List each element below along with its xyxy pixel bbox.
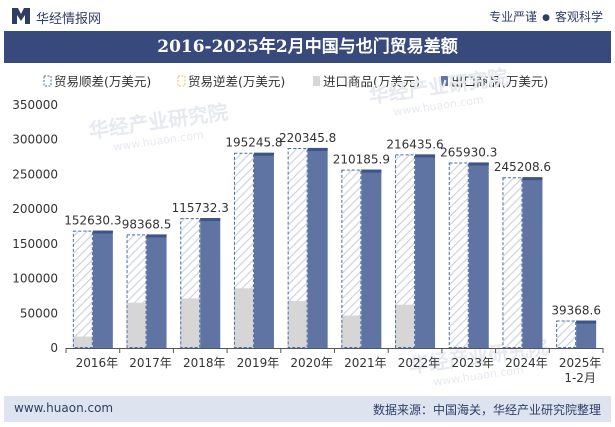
balance-bar-hatch [287,147,308,348]
balance-bar-outline [341,169,362,349]
x-tick-label: 2019年 [237,356,280,370]
watermarks: 华经产业研究院www.huaon.com华经产业研究院www.huaon.com… [87,65,549,389]
site-name: 华经情报网 [36,12,102,27]
y-tick-label: 100000 [12,272,58,286]
import-bar [395,304,416,348]
balance-bar-outline [287,147,308,348]
balance-bar-hatch [341,169,362,348]
balance-bar-hatch [502,177,523,348]
bullet-icon: ● [542,13,550,23]
import-bar [341,315,362,348]
import-bar [180,298,201,348]
data-label: 245208.6 [494,160,551,174]
export-bar [522,177,543,348]
x-tick-label: 2025年 [559,356,602,370]
export-bar [361,169,382,348]
export-bar-cap [361,169,382,173]
footer: www.huaon.com 数据来源：中国海关，华经产业研究院整理 [4,396,611,422]
y-tick-label: 200000 [12,202,58,216]
balance-bar-outline [233,152,254,348]
tagline: 专业严谨 ● 客观科学 [489,8,603,25]
export-bar-cap [522,177,543,181]
x-tick-label: 2023年 [451,356,494,370]
balance-bar-hatch [448,162,469,348]
x-tick-label: 1-2月 [564,371,596,385]
export-bar-cap [146,234,167,238]
balance-bar-outline [502,177,523,349]
chart-title: 2016-2025年2月中国与也门贸易差额 [4,31,611,63]
import-bar [126,302,147,348]
y-tick-label: 350000 [12,98,58,112]
x-tick-label: 2017年 [129,356,172,370]
chart-svg: 贸易顺差(万美元) 贸易逆差(万美元) 进口商品(万美元) 出口商品(万美元) 华经产… [12,65,604,389]
tagline-right: 客观科学 [554,10,603,24]
balance-bar-outline [126,234,147,348]
export-bar-cap [92,230,113,234]
import-bar [233,288,254,348]
x-tick-label: 2024年 [505,356,548,370]
balance-bar-outline [448,162,469,348]
data-label: 115732.3 [172,201,229,215]
balance-bar-hatch [556,320,577,348]
legend-label: 贸易顺差(万美元) [54,74,151,89]
export-bar-cap [415,154,436,158]
balance-bar-outline [72,230,93,349]
y-tick-label: 0 [50,341,58,355]
export-bar [576,320,597,348]
export-bar [92,230,113,348]
legend-swatch [177,75,186,87]
legend-swatch [441,76,448,86]
y-tick-label: 50000 [20,306,58,320]
export-bar-cap [253,152,274,156]
export-bar-cap [576,320,597,324]
x-tick-label: 2021年 [344,356,387,370]
export-bar [415,154,436,348]
import-bar [502,347,523,348]
legend-swatch [313,76,320,86]
x-tick-label: 2016年 [76,356,119,370]
export-bar [253,152,274,348]
export-bar-cap [307,147,328,151]
export-bar [146,234,167,348]
y-tick-label: 300000 [12,133,58,147]
huajing-logo-icon [12,8,30,24]
x-tick-label: 2018年 [183,356,226,370]
legend: 贸易顺差(万美元) 贸易逆差(万美元) 进口商品(万美元) 出口商品(万美元) [43,74,548,89]
export-bar [468,162,489,348]
data-label: 152630.3 [64,214,121,228]
x-tick-label: 2020年 [290,356,333,370]
data-label: 195245.8 [225,136,282,150]
tagline-left: 专业严谨 [489,10,538,24]
balance-bar-outline [395,154,416,348]
top-bar: 华经情报网 专业严谨 ● 客观科学 [0,0,615,32]
plot-area: 0 50000 100000 150000 200000 250000 300000 3500… [12,98,604,385]
footer-source: 数据来源：中国海关，华经产业研究院整理 [372,403,601,417]
footer-url[interactable]: www.huaon.com [14,401,114,415]
data-label: 265930.3 [440,145,497,159]
x-tick-label: 2022年 [398,356,441,370]
data-label: 39368.6 [551,304,601,318]
export-bar-cap [200,218,221,222]
import-bar [287,300,308,348]
balance-bar-outline [180,218,201,348]
balance-bar-hatch [395,154,416,348]
export-bar [200,218,221,348]
data-label: 98368.5 [122,217,172,231]
export-bar [307,147,328,348]
import-bar [72,336,93,348]
legend-label: 进口商品(万美元) [323,74,420,89]
export-bar-cap [468,162,489,166]
legend-swatch [43,75,52,87]
y-tick-label: 250000 [12,167,58,181]
legend-label: 贸易逆差(万美元) [188,74,285,89]
data-label: 220345.8 [279,131,336,145]
import-bar [448,347,469,348]
data-label: 210185.9 [333,153,390,167]
data-label: 216435.6 [386,137,443,151]
balance-bar-hatch [72,230,93,348]
legend-label: 出口商品(万美元) [451,74,548,89]
balance-bar-outline [556,320,577,348]
y-tick-label: 150000 [12,237,58,251]
